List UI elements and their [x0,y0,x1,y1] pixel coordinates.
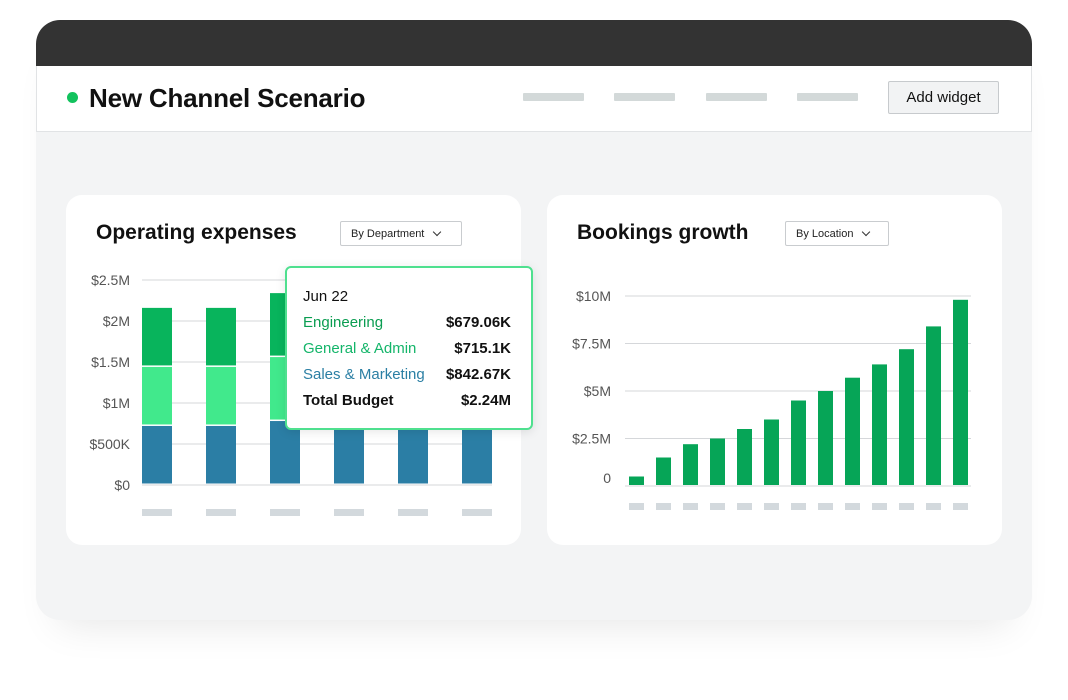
chevron-down-icon [433,227,442,236]
tooltip-value: $2.24M [460,392,511,409]
department-dropdown[interactable]: By Department [340,221,462,246]
location-dropdown[interactable]: By Location [785,221,889,246]
chart-tooltip: Jun 22 Engineering $679.06K General & Ad… [285,266,533,430]
y-tick-label: $7.5M [572,336,611,352]
bar-segment [142,307,172,366]
x-tick-placeholder [629,503,644,510]
nav-placeholder-3[interactable] [706,93,767,101]
nav-placeholder-4[interactable] [797,93,858,101]
tooltip-value: $842.67K [445,366,511,383]
y-tick-label: 0 [603,470,611,486]
x-tick-placeholder [953,503,968,510]
bookings-growth-title: Bookings growth [577,221,749,244]
x-tick-placeholder [142,509,172,516]
y-tick-label: $500K [90,436,131,452]
x-tick-placeholder [899,503,914,510]
x-tick-placeholder [462,509,492,516]
y-tick-label: $2M [103,313,130,329]
y-tick-label: $2.5M [572,431,611,447]
bar-segment [334,425,364,484]
x-tick-placeholder [334,509,364,516]
bar [629,476,644,485]
x-tick-placeholder [872,503,887,510]
y-tick-label: $1.5M [91,354,130,370]
page-title: New Channel Scenario [89,83,366,113]
operating-expenses-chart: $0 $500K $1M $1.5M $2M $2.5M [90,272,492,516]
tooltip-label: Total Budget [303,392,394,409]
tooltip-row-sales-marketing: Sales & Marketing $842.67K [303,366,511,383]
x-tick-placeholder [737,503,752,510]
app-header: New Channel Scenario Add widget [36,66,1032,132]
bar [764,419,779,485]
bar [845,377,860,485]
bar-segment [142,366,172,425]
tooltip-label: General & Admin [303,340,417,357]
y-tick-label: $2.5M [91,272,130,288]
x-tick-placeholder [791,503,806,510]
tooltip-row-engineering: Engineering $679.06K [303,314,511,331]
tooltip-label: Engineering [303,314,384,331]
tooltip-value: $715.1K [454,340,511,357]
bar [872,364,887,485]
app-window: New Channel Scenario Add widget $0 $500K $… [36,20,1032,620]
bar [818,391,833,485]
bar-segment [206,366,236,425]
operating-expenses-title: Operating expenses [96,221,297,244]
bar [926,326,941,485]
tooltip-row-total: Total Budget $2.24M [303,392,511,409]
x-tick-placeholder [398,509,428,516]
bar-segment [206,425,236,484]
bar-segment [142,425,172,484]
nav-placeholder-1[interactable] [523,93,584,101]
title-bar [36,20,1032,66]
x-tick-placeholder [926,503,941,510]
tooltip-label: Sales & Marketing [303,366,425,383]
add-widget-button[interactable]: Add widget [888,81,999,114]
location-dropdown-label: By Location [796,227,854,240]
x-tick-placeholder [710,503,725,510]
bookings-growth-card: 0 $2.5M $5M $7.5M $10M Bookings growth By Lo… [547,195,1002,545]
bar [899,349,914,485]
x-tick-placeholder [683,503,698,510]
bar [656,457,671,485]
x-tick-placeholder [206,509,236,516]
bar [710,438,725,485]
y-tick-label: $5M [584,383,611,399]
bar [791,400,806,485]
x-tick-placeholder [818,503,833,510]
tooltip-date: Jun 22 [303,288,349,305]
bar-segment [462,425,492,484]
x-tick-placeholder [845,503,860,510]
x-tick-placeholder [656,503,671,510]
department-dropdown-label: By Department [351,227,425,240]
chevron-down-icon [862,227,871,236]
x-tick-placeholder [270,509,300,516]
bar [953,299,968,485]
nav-placeholder-2[interactable] [614,93,675,101]
tooltip-row-general-admin: General & Admin $715.1K [303,340,511,357]
bar [737,429,752,485]
bar-segment [270,421,300,484]
bar-segment [206,307,236,366]
bookings-growth-chart: 0 $2.5M $5M $7.5M $10M [572,288,971,510]
x-tick-placeholder [764,503,779,510]
status-dot [67,92,78,103]
y-tick-label: $1M [103,395,130,411]
bar-segment [398,425,428,484]
tooltip-value: $679.06K [445,314,511,331]
bar [683,444,698,485]
y-tick-label: $0 [114,477,130,493]
y-tick-label: $10M [576,288,611,304]
